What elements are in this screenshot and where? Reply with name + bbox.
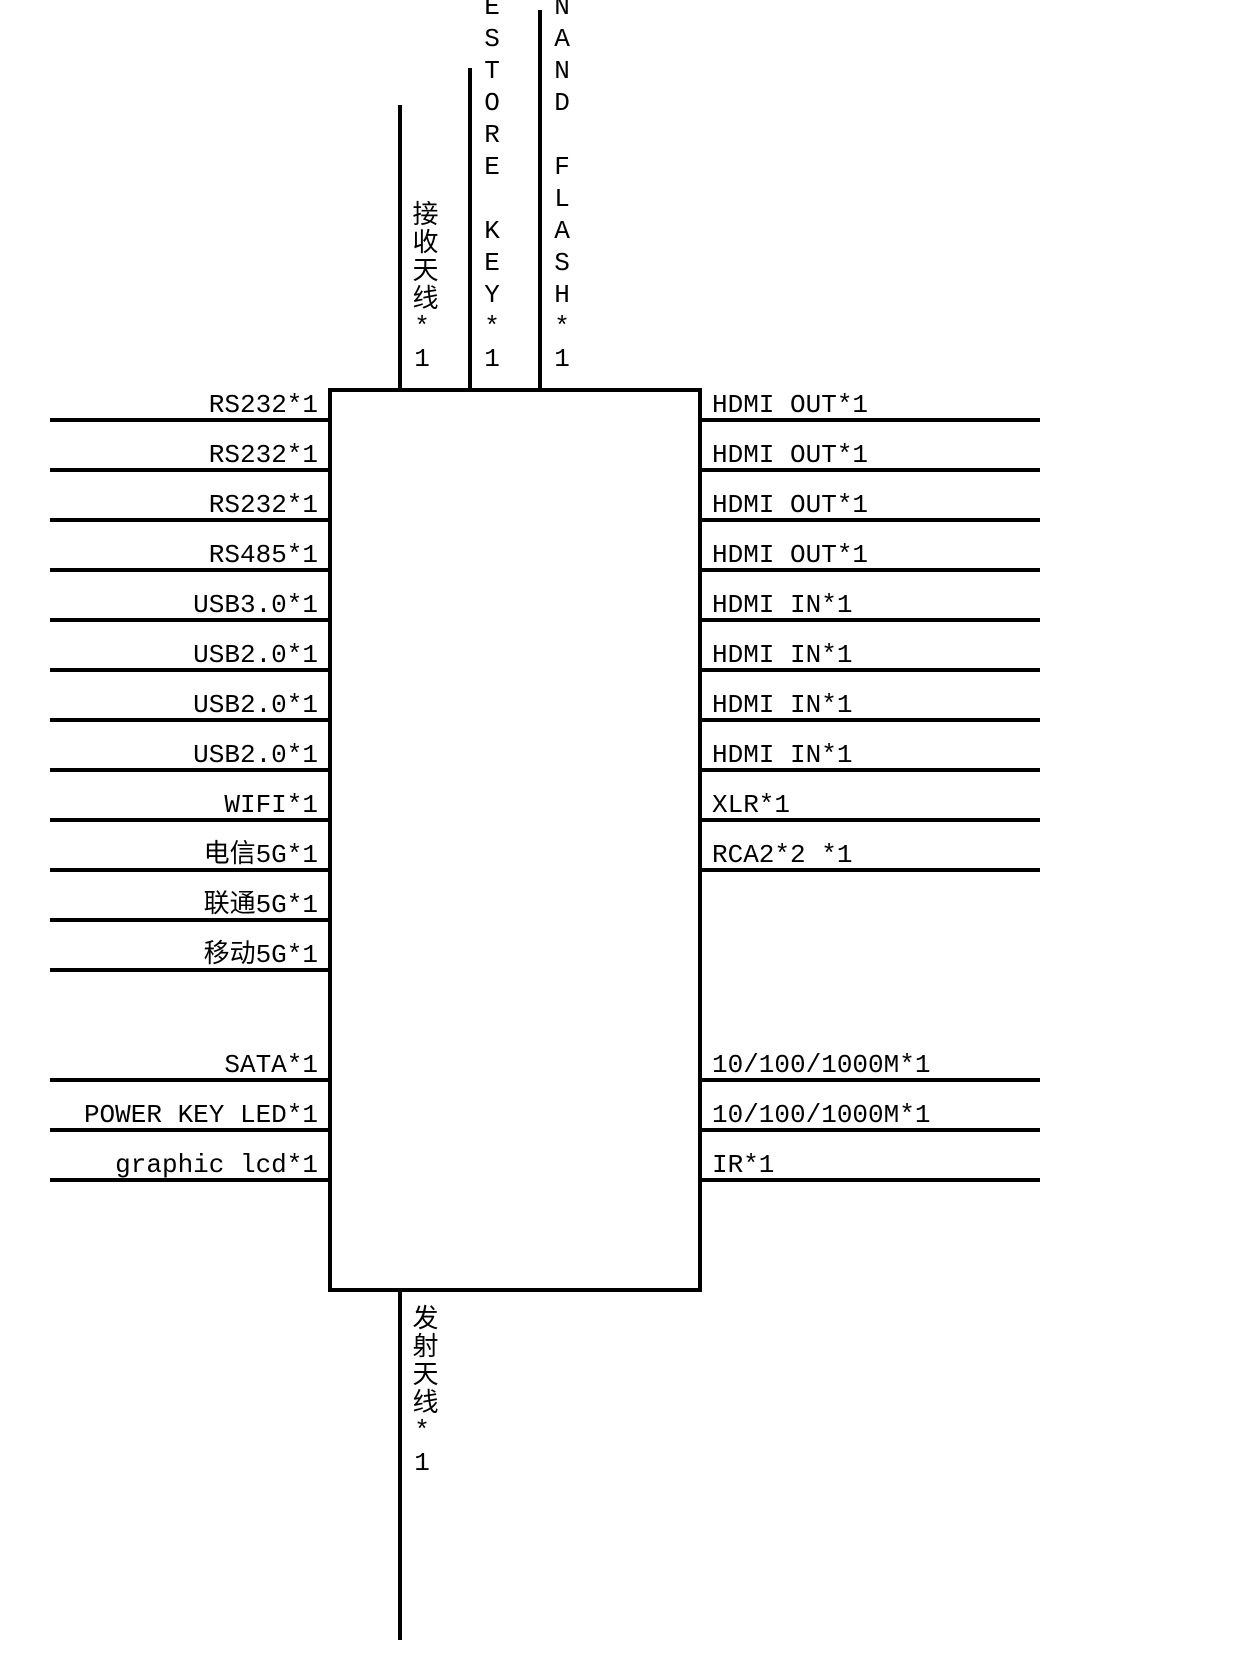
left-pin-label: USB3.0*1 — [193, 590, 318, 620]
right-pin-label: HDMI IN*1 — [712, 740, 852, 770]
bottom-pin-label: 发射天线*1 — [407, 1304, 438, 1480]
chip-body — [330, 390, 700, 1290]
left-pin-label: WIFI*1 — [224, 790, 318, 820]
left-pin-label: graphic lcd*1 — [115, 1150, 318, 1180]
left-pin-label: RS232*1 — [209, 440, 318, 470]
right-pin-label: RCA2*2 *1 — [712, 840, 852, 870]
right-pin-label: IR*1 — [712, 1150, 774, 1180]
right-pin-label: 10/100/1000M*1 — [712, 1100, 930, 1130]
right-pin-label: HDMI IN*1 — [712, 690, 852, 720]
right-pin-label: XLR*1 — [712, 790, 790, 820]
right-pin-label: HDMI OUT*1 — [712, 390, 868, 420]
right-pin-label: HDMI OUT*1 — [712, 540, 868, 570]
top-pin-label: RESTORE KEY*1 — [477, 0, 507, 376]
right-pin-label: HDMI IN*1 — [712, 590, 852, 620]
left-pin-label: 移动5G*1 — [204, 939, 318, 970]
top-pin-label: 接收天线*1 — [407, 200, 438, 376]
right-pin-label: HDMI IN*1 — [712, 640, 852, 670]
right-pin-label: HDMI OUT*1 — [712, 490, 868, 520]
left-pin-label: USB2.0*1 — [193, 740, 318, 770]
right-pin-label: HDMI OUT*1 — [712, 440, 868, 470]
left-pin-label: RS485*1 — [209, 540, 318, 570]
left-pin-label: 联通5G*1 — [204, 890, 318, 920]
left-pin-label: SATA*1 — [224, 1050, 318, 1080]
top-pin-label: SPI NAND FLASH*1 — [547, 0, 577, 376]
left-pin-label: POWER KEY LED*1 — [84, 1100, 318, 1130]
left-pin-label: USB2.0*1 — [193, 640, 318, 670]
left-pin-label: RS232*1 — [209, 390, 318, 420]
left-pin-label: USB2.0*1 — [193, 690, 318, 720]
left-pin-label: 电信5G*1 — [204, 839, 318, 870]
right-pin-label: 10/100/1000M*1 — [712, 1050, 930, 1080]
left-pin-label: RS232*1 — [209, 490, 318, 520]
chip-pinout-diagram: RS232*1 RS232*1 RS232*1 RS485*1 USB3.0*1 USB2… — [0, 0, 1240, 1670]
